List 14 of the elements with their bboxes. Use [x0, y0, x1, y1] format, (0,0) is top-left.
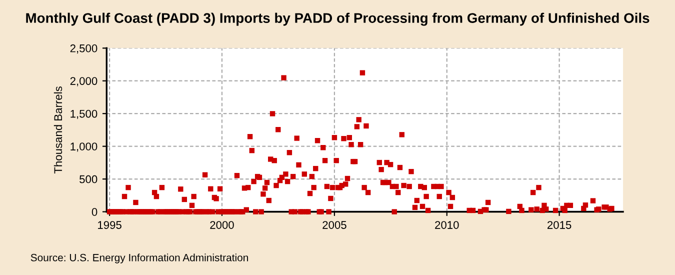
y-tick-label: 1,000 — [70, 142, 98, 152]
source-note: Source: U.S. Energy Information Administration — [30, 254, 248, 264]
x-tick-label: 2015 — [548, 221, 572, 229]
y-tick-label: 1,500 — [70, 110, 98, 120]
y-tick-label: 0 — [92, 208, 98, 216]
y-tick-label: 2,000 — [70, 77, 98, 86]
x-tick-label: 1995 — [98, 221, 122, 229]
x-tick-label: 2010 — [435, 221, 459, 229]
y-tick-label: 500 — [80, 175, 98, 184]
y-axis-title: Thousand Barrels — [54, 86, 62, 174]
chart-title: Monthly Gulf Coast (PADD 3) Imports by PADD of Processing from Germany of Unfinished Oils — [26, 12, 650, 26]
x-tick-label: 2000 — [210, 221, 234, 229]
y-tick-label: 2,500 — [70, 44, 98, 54]
x-tick-label: 2005 — [322, 221, 346, 229]
